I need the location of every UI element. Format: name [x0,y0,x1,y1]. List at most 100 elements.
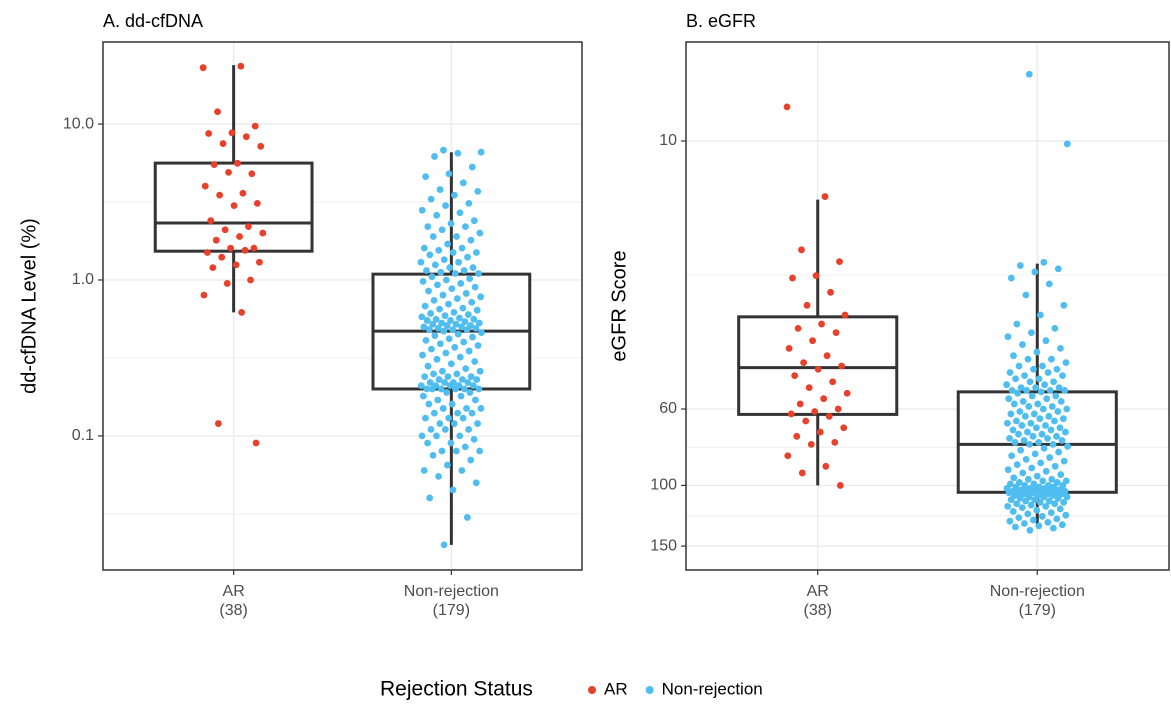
point [1040,444,1048,452]
point [477,405,485,412]
point [251,122,259,130]
point [207,217,215,225]
point [454,409,462,417]
point [442,349,450,357]
point [458,376,466,383]
point [843,389,851,397]
point [470,315,478,323]
point [802,417,810,425]
point [214,108,221,116]
point [474,420,481,427]
point [448,400,456,408]
point [438,319,446,327]
point [467,456,475,464]
point [429,320,437,328]
point [444,240,452,248]
point [453,233,460,240]
point [1021,412,1029,420]
point [465,347,473,355]
point [453,370,461,378]
point [236,233,243,240]
point [1062,511,1070,519]
point [456,209,464,217]
point [803,301,811,309]
point [1051,500,1059,508]
point [475,385,483,393]
point [446,382,454,390]
point [1062,428,1069,436]
point [814,365,822,373]
point [1053,515,1061,523]
point [203,249,211,256]
point [1018,504,1026,512]
point [456,353,464,361]
point [469,333,476,341]
point [219,140,227,147]
point [476,447,484,455]
point [436,305,443,313]
point [456,314,463,322]
point [1021,372,1028,380]
point [232,261,240,269]
point [210,161,218,168]
point [1026,440,1033,448]
point [469,264,477,272]
point [1011,523,1019,531]
point [1047,509,1055,517]
point [1033,506,1041,514]
point [459,414,467,422]
point [1026,378,1034,386]
point [250,244,258,252]
point [422,173,430,181]
point [463,326,471,334]
point [458,467,466,474]
point [1060,301,1068,309]
point [1046,387,1054,394]
point [477,148,485,156]
point [445,300,452,308]
point [827,288,834,296]
point [438,447,446,455]
point [239,189,247,197]
point [221,226,229,234]
point [1015,514,1023,522]
point [425,287,432,295]
point [423,267,430,274]
point [796,400,804,408]
point [1005,489,1013,497]
y-tick-label: 150 [650,537,677,554]
point [1035,375,1043,383]
point [450,420,458,427]
point [1007,410,1015,418]
point [443,322,451,329]
point [470,435,478,443]
x-tick-count: (38) [219,602,247,619]
point [474,342,482,349]
point [473,376,481,383]
point [1057,471,1065,478]
point [223,280,231,287]
point [1044,518,1052,526]
point [809,337,816,345]
point [454,149,462,157]
point [417,258,425,266]
point [822,462,830,470]
point [205,130,213,137]
point [1023,387,1031,394]
point [1030,365,1037,373]
point [422,336,430,344]
point [1028,464,1036,472]
point [454,330,462,338]
point [1052,392,1060,400]
point [463,514,471,521]
point [425,326,433,334]
point [1015,362,1023,370]
point [447,360,455,368]
point [424,439,431,447]
point [1031,450,1039,458]
point [1037,459,1045,467]
point [1032,384,1040,392]
point [1042,422,1049,429]
point [424,223,432,230]
point [449,486,457,494]
